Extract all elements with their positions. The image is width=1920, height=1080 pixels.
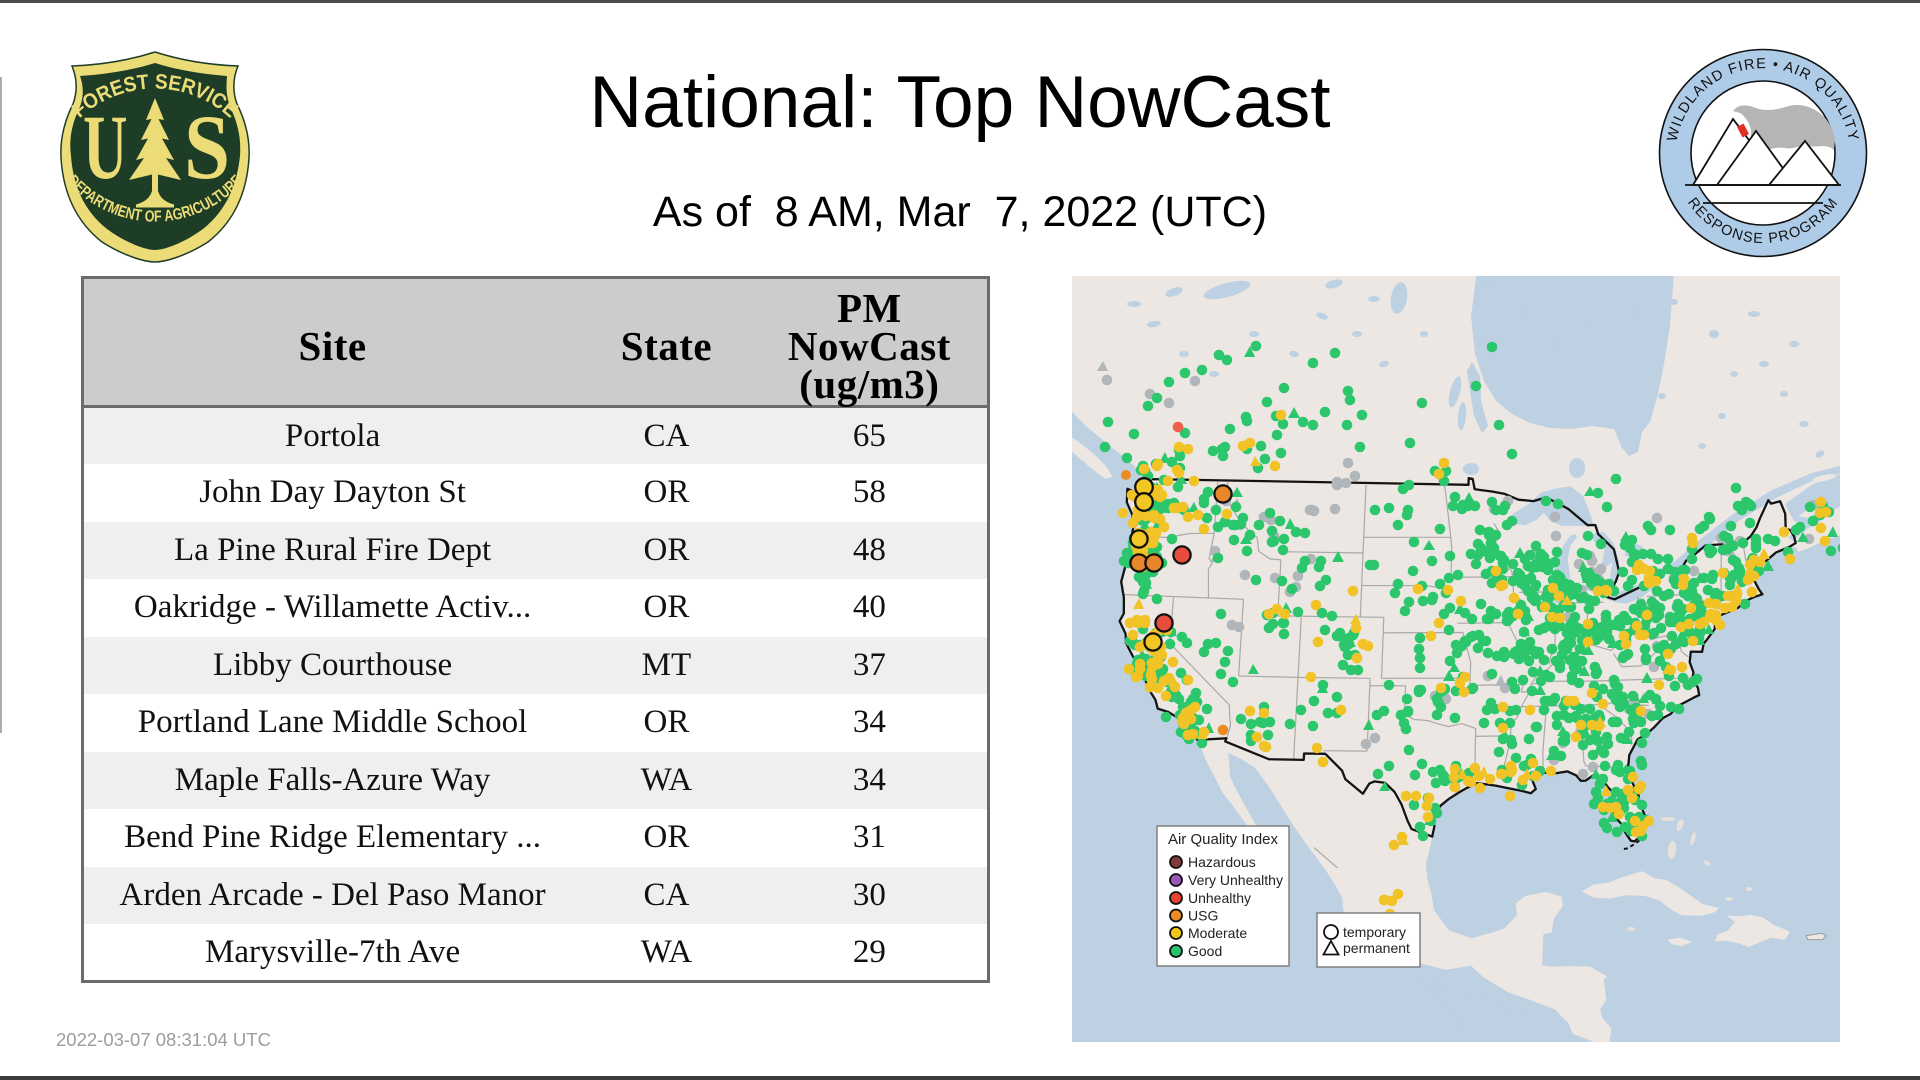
svg-text:U: U	[83, 96, 128, 198]
svg-text:Very Unhealthy: Very Unhealthy	[1188, 872, 1283, 888]
svg-text:permanent: permanent	[1343, 940, 1410, 956]
svg-text:temporary: temporary	[1343, 924, 1406, 940]
svg-text:USG: USG	[1188, 908, 1218, 924]
svg-text:Good: Good	[1188, 943, 1222, 959]
svg-text:Air Quality Index: Air Quality Index	[1168, 831, 1279, 848]
svg-text:Moderate: Moderate	[1188, 925, 1247, 941]
svg-text:Unhealthy: Unhealthy	[1188, 890, 1251, 906]
svg-text:S: S	[184, 96, 230, 198]
svg-text:Hazardous: Hazardous	[1188, 854, 1256, 870]
